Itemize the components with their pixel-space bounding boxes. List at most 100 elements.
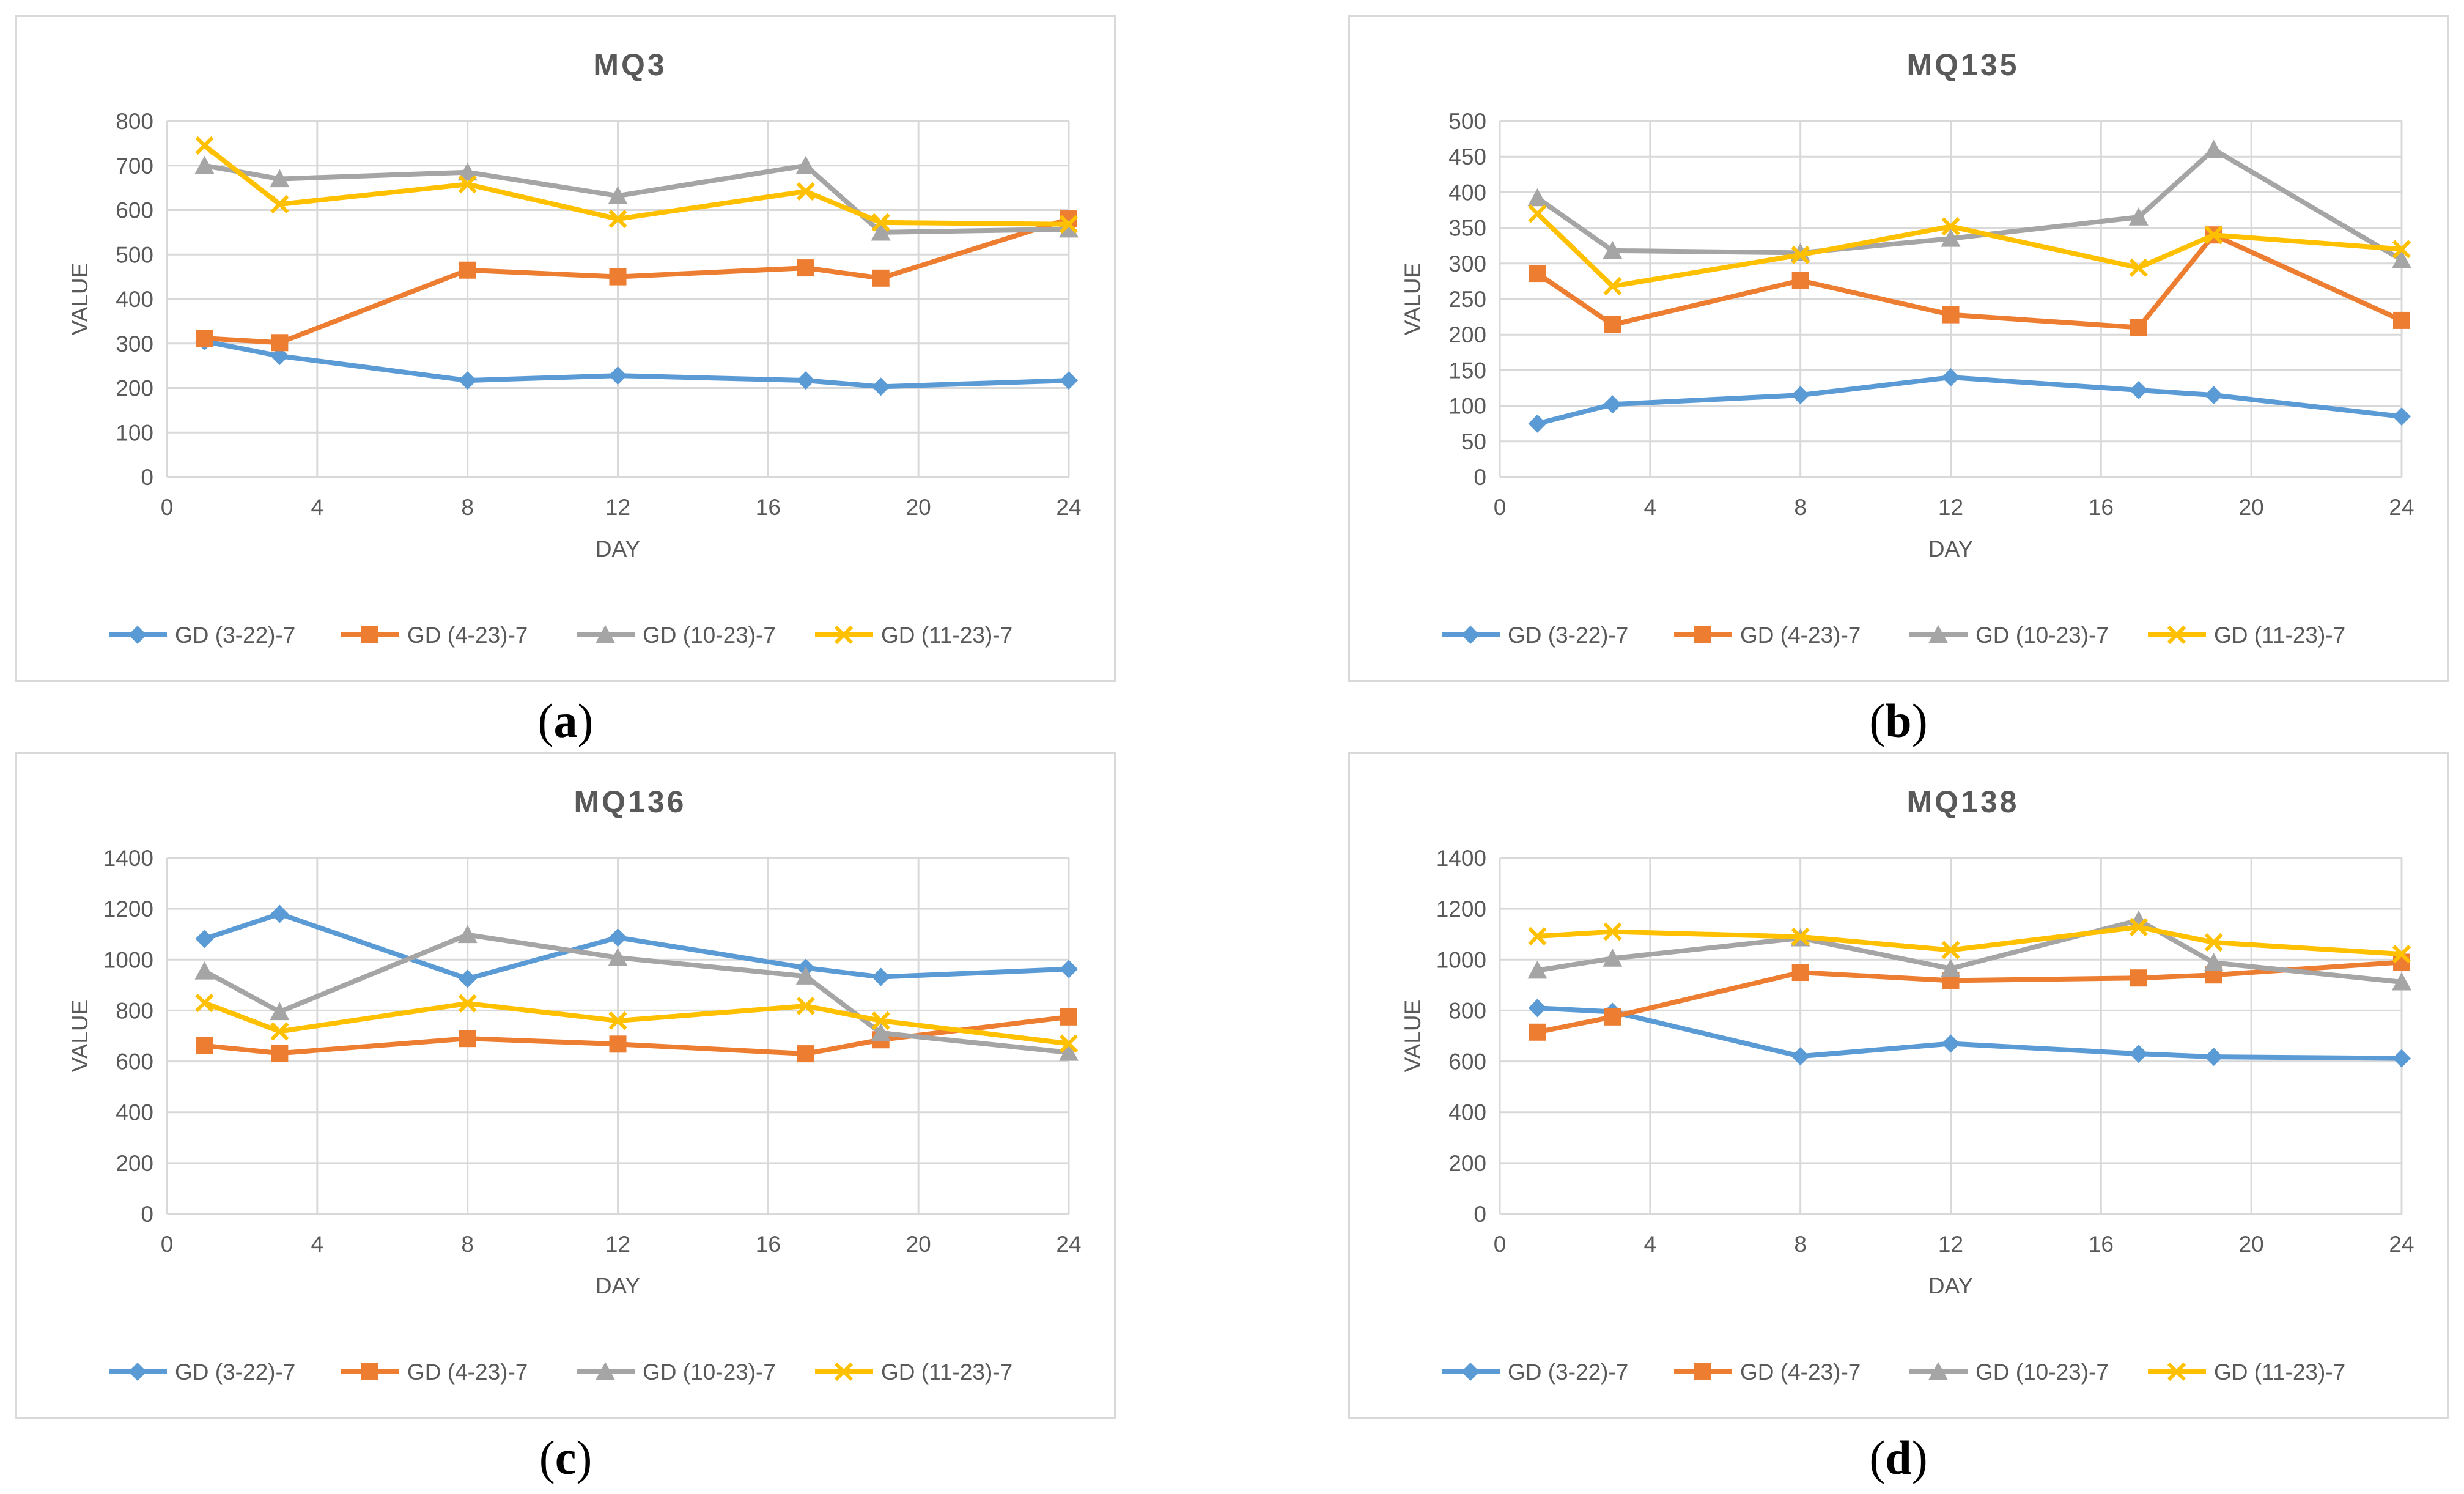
data-point — [270, 169, 290, 188]
x-axis-label: DAY — [1928, 536, 1973, 561]
data-point — [1791, 964, 1809, 982]
x-tick-label: 8 — [461, 1232, 474, 1257]
series-line — [1535, 925, 2404, 957]
x-tick-label: 4 — [1644, 1232, 1657, 1257]
data-point — [1529, 265, 1546, 283]
data-point — [1060, 371, 1078, 390]
x-tick-label: 20 — [2239, 495, 2264, 520]
legend-label: GD (3-22)-7 — [1508, 623, 1628, 648]
data-point — [458, 969, 477, 988]
legend-marker — [1928, 625, 1948, 643]
data-point — [1791, 386, 1810, 405]
y-tick-label: 1000 — [1436, 947, 1486, 972]
data-point — [1791, 1047, 1810, 1066]
data-point — [2129, 917, 2148, 937]
data-point — [458, 371, 477, 390]
chart-svg-a: MQ3 0 100 200 300 400 500 600 700 800 0 4 8 12 16 20 24 D… — [67, 48, 1082, 648]
data-point — [1527, 188, 1547, 207]
y-tick-label: 350 — [1448, 216, 1486, 241]
legend-item: GD (10-23)-7 — [577, 1359, 776, 1385]
y-tick-label: 1400 — [103, 846, 153, 871]
legend-item: GD (10-23)-7 — [1909, 1359, 2109, 1385]
y-tick-label: 1200 — [1436, 897, 1486, 922]
data-point — [270, 194, 289, 214]
legend-item: GD (11-23)-7 — [815, 1359, 1013, 1385]
data-point — [1941, 1034, 1960, 1053]
data-point — [1528, 204, 1547, 223]
series-3 — [194, 925, 1079, 1061]
data-point — [1059, 1034, 1079, 1053]
data-point — [872, 269, 890, 287]
y-tick-label: 400 — [1448, 180, 1486, 205]
series-4 — [1528, 917, 2411, 964]
data-point — [608, 1011, 627, 1030]
x-tick-label: 0 — [1494, 1232, 1507, 1257]
x-tick-label: 8 — [461, 495, 474, 520]
data-point — [270, 1002, 290, 1021]
y-tick-label: 300 — [1448, 251, 1486, 276]
series-2 — [196, 1008, 1077, 1063]
data-point — [1603, 276, 1622, 296]
x-tick-label: 24 — [1056, 495, 1081, 520]
data-point — [2392, 945, 2411, 964]
y-tick-label: 250 — [1448, 287, 1486, 312]
y-tick-label: 1400 — [1436, 846, 1486, 871]
legend-label: GD (10-23)-7 — [1975, 623, 2109, 648]
legend-item: GD (3-22)-7 — [1442, 1359, 1628, 1385]
y-tick-label: 400 — [1448, 1100, 1486, 1125]
x-tick-label: 16 — [756, 495, 781, 520]
x-tick-label: 16 — [2089, 1232, 2114, 1257]
x-tick-label: 8 — [1794, 1232, 1807, 1257]
series-4 — [195, 993, 1079, 1053]
y-tick-label: 100 — [1448, 394, 1486, 419]
y-tick-label: 400 — [116, 1100, 153, 1125]
data-point — [270, 1022, 289, 1041]
series-2 — [1529, 953, 2410, 1041]
series-line — [202, 911, 1071, 982]
data-point — [608, 366, 627, 385]
data-point — [1528, 926, 1547, 946]
data-point — [608, 209, 627, 229]
series-line — [202, 216, 1071, 346]
data-point — [609, 1035, 627, 1053]
y-tick-label: 500 — [116, 242, 153, 267]
data-point — [871, 377, 890, 396]
x-tick-label: 0 — [161, 495, 174, 520]
data-point — [871, 213, 890, 232]
x-axis-label: DAY — [1928, 1273, 1973, 1298]
chart-svg-b: MQ135 0 50 100 150 200 250 300 350 400 450 500 0 4 8 12… — [1400, 48, 2414, 648]
x-tick-label: 24 — [2389, 495, 2414, 520]
data-point — [2204, 933, 2223, 952]
data-point — [795, 966, 816, 985]
series-line — [1535, 147, 2404, 262]
legend-marker — [596, 1362, 615, 1380]
y-tick-label: 400 — [116, 287, 153, 312]
legend-item: GD (11-23)-7 — [2148, 623, 2345, 648]
data-point — [194, 155, 215, 174]
data-point — [1603, 922, 1622, 941]
legend-label: GD (4-23)-7 — [407, 623, 528, 648]
data-point — [2130, 319, 2147, 336]
y-axis-label: VALUE — [1400, 263, 1425, 336]
data-point — [1528, 999, 1547, 1018]
y-tick-label: 500 — [1448, 109, 1486, 134]
x-tick-label: 24 — [1056, 1232, 1081, 1257]
data-point — [1942, 306, 1960, 324]
data-point — [796, 371, 815, 390]
y-tick-label: 150 — [1448, 358, 1486, 383]
legend-label: GD (10-23)-7 — [1975, 1359, 2109, 1385]
x-tick-label: 20 — [906, 495, 931, 520]
data-point — [459, 261, 476, 279]
data-point — [2129, 380, 2148, 399]
data-point — [1528, 414, 1547, 433]
data-point — [457, 162, 478, 181]
data-point — [608, 186, 628, 204]
data-point — [1604, 316, 1621, 333]
legend-item: GD (11-23)-7 — [2148, 1359, 2345, 1385]
caption-b: (b) — [1869, 694, 1928, 747]
data-point — [1941, 368, 1960, 387]
data-point — [871, 222, 891, 241]
legend-item: GD (4-23)-7 — [341, 1359, 528, 1385]
data-point — [2204, 1048, 2223, 1067]
legend-marker — [361, 1363, 378, 1380]
